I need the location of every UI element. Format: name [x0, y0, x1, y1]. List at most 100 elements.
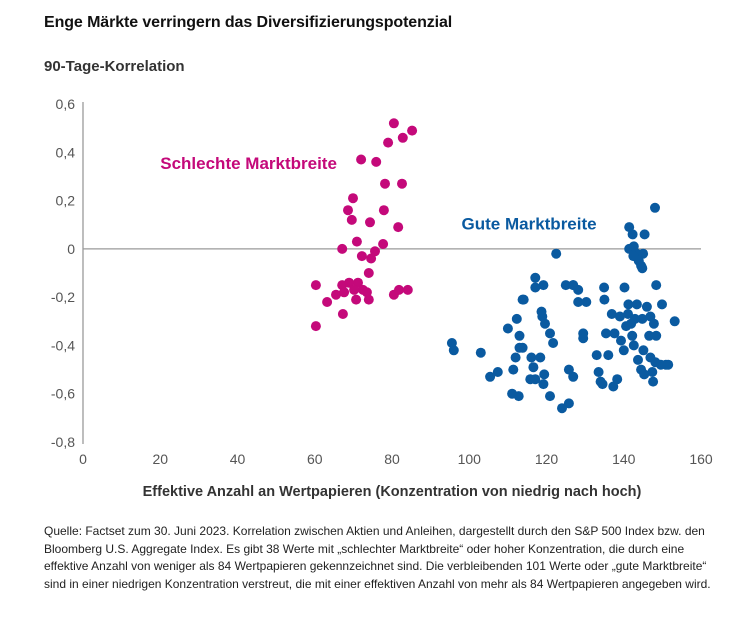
data-point — [669, 316, 680, 327]
y-tick-label: 0,2 — [56, 193, 76, 209]
data-points — [310, 118, 680, 414]
data-point — [627, 229, 638, 240]
data-point — [349, 284, 360, 295]
data-point — [528, 362, 539, 373]
data-point — [603, 350, 614, 361]
data-point — [612, 374, 623, 385]
data-point — [371, 156, 382, 167]
data-point — [346, 214, 357, 225]
data-point — [351, 236, 362, 247]
data-point — [616, 335, 626, 346]
data-point — [402, 284, 413, 295]
data-point — [599, 282, 610, 293]
data-point — [551, 248, 562, 259]
data-point — [651, 330, 662, 341]
annotations: Schlechte Marktbreite Gute Marktbreite — [160, 154, 596, 233]
data-point — [641, 301, 652, 312]
data-point — [530, 282, 541, 293]
data-point — [475, 347, 486, 358]
y-tick-label: -0,4 — [51, 337, 75, 353]
data-point — [337, 309, 348, 319]
data-point — [485, 371, 496, 382]
y-axis-title: 90-Tage-Korrelation — [44, 58, 185, 75]
data-point — [343, 205, 353, 216]
y-tick-label: -0,8 — [51, 434, 75, 450]
data-point — [548, 338, 559, 348]
data-point — [510, 352, 521, 363]
data-point — [581, 297, 592, 307]
data-point — [378, 239, 389, 249]
data-point — [397, 132, 408, 143]
y-tick-label: 0 — [67, 241, 75, 257]
data-point — [657, 299, 667, 310]
data-point — [638, 345, 649, 356]
data-point — [378, 205, 389, 216]
data-point — [539, 369, 550, 380]
data-point — [514, 330, 525, 341]
data-point — [647, 367, 658, 377]
data-point — [310, 321, 321, 332]
data-point — [407, 125, 418, 136]
data-point — [383, 137, 394, 148]
data-point — [651, 280, 662, 291]
data-point — [538, 280, 549, 291]
data-point — [650, 357, 661, 368]
y-tick-labels: 0,6 0,4 0,2 0 -0,2 -0,4 -0,6 -0,8 — [51, 96, 75, 450]
y-tick-label: -0,2 — [51, 289, 75, 305]
data-point — [601, 328, 611, 339]
data-point — [631, 299, 642, 310]
data-point — [356, 251, 367, 262]
data-point — [380, 178, 390, 189]
x-tick-label: 120 — [535, 451, 559, 467]
data-point — [638, 248, 649, 259]
data-point — [365, 217, 375, 228]
data-point — [337, 243, 348, 254]
y-tick-label: -0,6 — [51, 386, 75, 402]
data-point — [618, 345, 629, 356]
data-point — [530, 374, 541, 385]
data-point — [644, 330, 655, 341]
scatter-chart: 0,6 0,4 0,2 0 -0,2 -0,4 -0,6 -0,8 0 20 40 60 80 100 1… — [51, 96, 713, 500]
data-point — [599, 294, 610, 305]
data-point — [388, 118, 399, 129]
data-point — [545, 391, 555, 402]
data-point — [557, 403, 567, 414]
label-schlechte-marktbreite: Schlechte Marktbreite — [160, 154, 337, 173]
data-point — [348, 193, 358, 204]
data-point — [370, 246, 380, 257]
data-point — [394, 284, 404, 295]
data-point — [492, 367, 503, 377]
data-point — [518, 294, 529, 305]
data-point — [568, 371, 579, 382]
data-point — [614, 311, 625, 322]
data-point — [648, 318, 659, 329]
x-tick-label: 0 — [79, 451, 87, 467]
x-tick-label: 20 — [152, 451, 168, 467]
data-point — [628, 340, 639, 351]
data-point — [573, 297, 584, 307]
data-point — [339, 287, 350, 298]
series-schlechte-marktbreite — [310, 118, 418, 332]
x-tick-label: 100 — [458, 451, 482, 467]
x-axis-label: Effektive Anzahl an Wertpapieren (Konzen… — [143, 484, 642, 500]
data-point — [363, 294, 374, 305]
x-tick-label: 160 — [689, 451, 713, 467]
data-point — [502, 323, 513, 334]
data-point — [623, 299, 634, 310]
data-point — [650, 202, 660, 213]
data-point — [508, 364, 519, 375]
data-point — [619, 282, 630, 293]
data-point — [633, 354, 643, 365]
data-point — [606, 309, 617, 319]
label-gute-marktbreite: Gute Marktbreite — [462, 215, 597, 234]
data-point — [356, 154, 367, 165]
data-point — [538, 379, 549, 390]
data-point — [663, 359, 674, 370]
data-point — [648, 376, 659, 387]
x-tick-labels: 0 20 40 60 80 100 120 140 160 — [79, 451, 713, 467]
axes — [82, 102, 701, 444]
data-point — [639, 229, 650, 240]
data-point — [511, 313, 522, 324]
data-point — [310, 280, 321, 291]
data-point — [545, 328, 555, 339]
